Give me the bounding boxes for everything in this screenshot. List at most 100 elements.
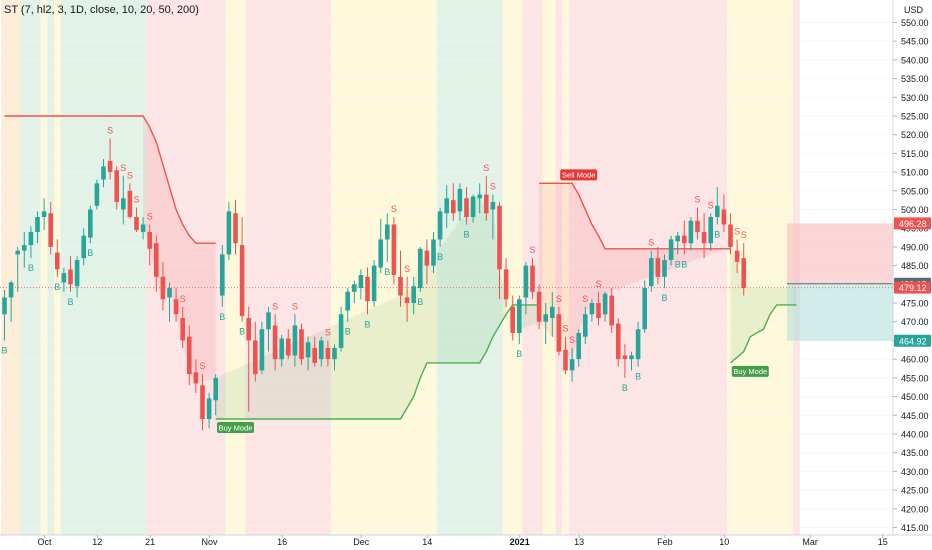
sell-signal-marker: S [569, 335, 575, 345]
candle-body [688, 220, 694, 244]
candle-body [655, 258, 661, 277]
candle-body [556, 314, 562, 352]
candle [576, 329, 581, 367]
candle-body [477, 194, 482, 199]
sell-signal-marker: S [391, 204, 397, 214]
candle [312, 336, 317, 367]
trend-fill-area [730, 246, 797, 363]
candle [530, 258, 535, 300]
time-tick-label: Nov [201, 537, 218, 547]
zone-band [502, 0, 523, 535]
candle [28, 226, 34, 259]
candle-body [107, 160, 113, 173]
candle [503, 258, 509, 307]
candle [523, 261, 529, 315]
trend-fill-area [539, 183, 731, 360]
time-tick-label: 15 [878, 537, 888, 547]
price-tick-label: 415.00 [901, 523, 929, 533]
candle-body [536, 291, 542, 322]
candle [101, 159, 106, 188]
sell-signal-marker: S [562, 324, 568, 334]
candle [68, 256, 73, 292]
candle-body [286, 338, 291, 356]
candle [543, 303, 548, 345]
candle [160, 261, 166, 311]
buy-signal-marker: B [516, 349, 522, 359]
mode-label-background [217, 422, 254, 434]
candle-body [319, 340, 324, 360]
candle [629, 351, 634, 371]
zone-band [225, 0, 246, 535]
candle [48, 202, 53, 255]
sell-signal-marker: S [734, 226, 740, 236]
candle-body [708, 216, 713, 244]
candle-body [233, 213, 238, 244]
candle [424, 239, 430, 285]
candle-body [28, 231, 34, 246]
candle-body [418, 248, 423, 289]
sell-signal-marker: S [127, 170, 133, 180]
candle-body [517, 299, 522, 333]
candle-body [444, 198, 449, 214]
candle-body [127, 190, 133, 217]
price-badge-background [894, 334, 931, 347]
candle [404, 276, 410, 322]
price-badge: 496.28 [894, 217, 931, 230]
candle-body [345, 291, 350, 311]
sell-signal-marker: S [556, 294, 562, 304]
buy-mode-label: Buy Mode [217, 422, 254, 434]
candle-body [154, 243, 159, 277]
zone-band [1, 0, 21, 535]
candle-body [616, 323, 621, 360]
price-tick-label: 425.00 [901, 486, 929, 496]
candle-body [649, 258, 654, 287]
candle [246, 306, 251, 412]
candle-body [424, 250, 430, 266]
candle-body [701, 231, 707, 244]
zone-band [542, 0, 556, 535]
candle [675, 231, 680, 255]
candle [569, 347, 575, 382]
sell-signal-marker: S [404, 264, 410, 274]
candle [371, 260, 377, 307]
candle [134, 207, 139, 232]
candle [556, 306, 562, 356]
candle-body [140, 224, 146, 232]
candle [220, 245, 225, 307]
time-tick-label: Dec [353, 537, 370, 547]
candle-body [292, 325, 298, 356]
candle [279, 334, 284, 367]
candle [352, 280, 357, 304]
candle-body [239, 245, 245, 317]
candle [239, 216, 245, 322]
zone-band [40, 0, 48, 535]
candle [655, 246, 661, 285]
sell-signal-marker: S [741, 230, 747, 240]
price-tick-label: 485.00 [901, 261, 929, 271]
risk-reward-box [0, 223, 893, 341]
time-tick-label: Feb [657, 537, 673, 547]
price-tick-label: 490.00 [901, 242, 929, 252]
candle-body [167, 288, 172, 298]
candle-body [272, 325, 278, 360]
candle [226, 202, 232, 261]
candle-body [193, 372, 199, 384]
candle-body [81, 235, 86, 259]
buy-signal-marker: B [364, 319, 370, 329]
buy-signal-marker: B [622, 383, 628, 393]
supertrend-segment [539, 182, 731, 250]
candle [127, 183, 133, 219]
candle [292, 314, 298, 367]
price-tick-label: 530.00 [901, 93, 929, 103]
candle-body [220, 254, 225, 296]
buy-signal-marker: B [681, 259, 687, 269]
candle [74, 256, 80, 298]
mode-label-text: Sell Mode [562, 171, 595, 180]
candle [213, 374, 218, 416]
candle-body [662, 260, 667, 277]
candle-body [114, 170, 119, 203]
time-tick-label: 16 [277, 537, 287, 547]
buy-signal-marker: B [54, 282, 60, 292]
